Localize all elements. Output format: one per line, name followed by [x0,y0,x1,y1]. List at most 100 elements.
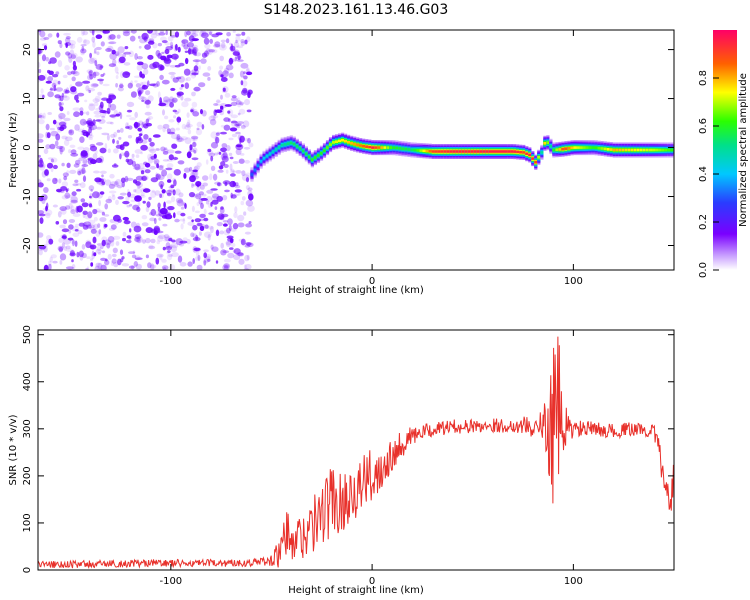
noise-blob [220,147,227,153]
noise-blob [84,214,92,220]
ridge-cell [328,143,333,146]
noise-blob [113,109,119,117]
noise-blob [87,219,96,225]
noise-blob [99,147,107,154]
noise-blob [157,42,162,47]
noise-blob [191,219,194,223]
noise-blob [99,217,107,222]
noise-blob [195,193,202,200]
noise-blob [150,208,157,217]
noise-blob [75,183,82,186]
noise-blob [120,177,126,183]
noise-blob [66,170,70,176]
noise-blob [214,206,218,211]
noise-blob [175,188,181,196]
ridge-cell [404,147,408,151]
noise-blob [59,206,67,212]
noise-blob [85,120,94,125]
noise-blob [229,42,232,46]
noise-blob [167,250,171,254]
noise-blob [180,84,184,88]
noise-blob [215,229,220,237]
noise-blob [131,265,135,270]
noise-blob [49,143,56,150]
noise-blob [107,195,112,201]
noise-blob [75,99,80,103]
y-tick-label: 0 [22,567,33,573]
ridge-cell [259,160,263,163]
noise-blob [138,95,145,100]
x-tick-label: 100 [564,576,583,587]
noise-blob [240,200,245,206]
noise-blob [100,65,104,68]
noise-blob [55,133,61,141]
noise-blob [214,136,218,143]
noise-blob [119,112,123,120]
y-tick-label: -20 [22,237,33,253]
noise-blob [120,152,125,157]
y-tick-label: 0 [22,144,33,150]
noise-blob [135,175,144,181]
noise-blob [59,147,63,155]
noise-blob [70,209,76,215]
noise-blob [40,194,48,201]
noise-blob [129,203,133,207]
noise-blob [221,213,229,218]
noise-blob [210,141,219,149]
noise-blob [150,177,159,183]
noise-blob [125,126,130,129]
noise-blob [153,158,160,165]
noise-blob [131,254,137,259]
noise-blob [125,196,130,202]
noise-blob [204,224,209,229]
noise-blob [43,264,49,270]
noise-blob [58,101,62,107]
noise-blob [64,192,71,199]
noise-blob [159,207,168,215]
noise-blob [75,56,83,63]
noise-blob [90,83,99,88]
noise-blob [191,32,197,39]
ridge-cell [531,157,535,160]
noise-blob [138,45,142,49]
noise-blob [168,119,175,123]
noise-blob [95,107,102,111]
noise-blob [147,40,155,45]
noise-blob [196,264,203,270]
noise-blob [206,150,214,155]
noise-blob [167,179,172,183]
noise-blob [145,90,151,96]
noise-blob [140,81,144,87]
noise-blob [81,252,87,259]
noise-blob [186,42,194,48]
ridge-cell [648,148,653,152]
colorbar-gradient [713,30,737,270]
noise-blob [48,263,52,270]
noise-blob [235,35,241,42]
noise-blob [70,89,78,95]
noise-blob [161,40,168,44]
noise-blob [177,255,183,263]
noise-blob [118,111,121,116]
noise-blob [38,154,41,158]
noise-blob [193,247,201,252]
noise-blob [163,233,170,239]
ridge-cell [606,148,610,151]
noise-blob [196,222,203,227]
noise-blob [219,55,224,62]
noise-blob [94,265,101,270]
noise-blob [62,95,68,98]
ridge-cell [437,150,441,153]
noise-blob [153,153,157,159]
noise-blob [199,218,204,222]
ridge-cell [301,149,305,153]
noise-blob [88,127,92,134]
noise-blob [87,158,93,165]
noise-blob [191,175,196,178]
noise-blob [216,222,223,227]
noise-blob [225,64,234,71]
noise-blob [230,114,239,119]
ridge-cell [413,148,417,152]
noise-blob [52,204,59,208]
noise-blob [129,35,136,42]
